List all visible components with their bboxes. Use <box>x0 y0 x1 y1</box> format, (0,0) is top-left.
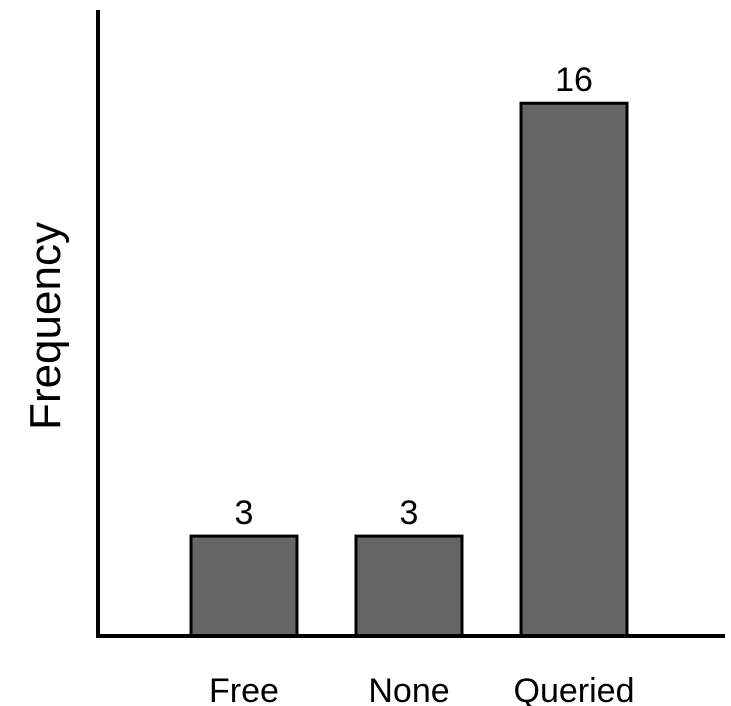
x-tick-label-queried: Queried <box>514 672 635 706</box>
bar-free <box>189 534 299 638</box>
value-label-none: 3 <box>400 494 419 532</box>
x-tick-label-free: Free <box>209 672 279 706</box>
x-tick-labels-group: Free None Queried <box>209 672 634 706</box>
y-axis-label: Frequency <box>21 222 70 430</box>
bars-group <box>189 101 629 638</box>
value-label-queried: 16 <box>555 61 593 99</box>
value-labels-group: 3 3 16 <box>235 61 593 532</box>
x-tick-label-none: None <box>368 672 449 706</box>
bar-queried <box>519 101 629 638</box>
bar-none <box>354 534 464 638</box>
value-label-free: 3 <box>235 494 254 532</box>
